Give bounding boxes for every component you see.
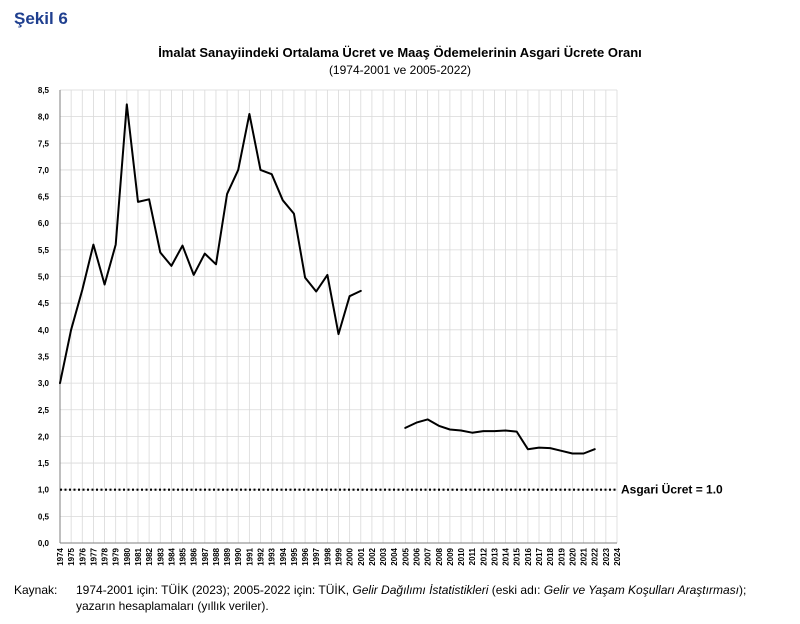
reference-line-group: Asgari Ücret = 1.0	[60, 482, 723, 497]
x-tick-label: 2004	[390, 547, 399, 565]
y-tick-label: 0,0	[38, 539, 50, 548]
y-tick-label: 2,0	[38, 432, 50, 441]
x-tick-label: 2016	[524, 547, 533, 565]
x-tick-label: 1990	[234, 547, 243, 565]
x-tick-label: 1988	[212, 547, 221, 565]
y-tick-label: 8,5	[38, 86, 50, 95]
x-tick-label: 2021	[580, 547, 589, 565]
y-tick-label: 1,5	[38, 459, 50, 468]
x-tick-label: 2003	[379, 547, 388, 565]
chart-title: İmalat Sanayiindeki Ortalama Ücret ve Ma…	[158, 45, 642, 60]
y-tick-label: 7,5	[38, 139, 50, 148]
x-tick-label: 2018	[546, 547, 555, 565]
axes	[59, 90, 617, 544]
x-tick-label: 2024	[613, 547, 622, 565]
x-tick-label: 1984	[167, 547, 176, 565]
x-tick-label: 1982	[145, 547, 154, 565]
x-tick-label: 2011	[468, 547, 477, 565]
x-tick-label: 1993	[268, 547, 277, 565]
x-tick-label: 2017	[535, 547, 544, 565]
x-tick-label: 2015	[513, 547, 522, 565]
line-chart: 0,0 0,5 1,0 1,5 2,0 2,5 3,0 3,5 4,0 4,5 5,0 5,5 6,0 6…	[38, 86, 723, 566]
x-tick-label: 1976	[78, 547, 87, 565]
series-line-2005-2022	[404, 418, 596, 455]
x-tick-label: 2010	[457, 547, 466, 565]
y-tick-labels: 0,0 0,5 1,0 1,5 2,0 2,5 3,0 3,5 4,0 4,5 5,0 5,5 6,0 6…	[38, 86, 50, 548]
x-tick-label: 2009	[446, 547, 455, 565]
source-italic-2: Gelir ve Yaşam Koşulları Araştırması	[543, 583, 739, 597]
y-tick-label: 0,5	[38, 512, 50, 521]
x-tick-label: 1974	[56, 547, 65, 565]
series-line-1974-2001	[59, 103, 362, 385]
x-tick-label: 2000	[346, 547, 355, 565]
x-tick-label: 2023	[602, 547, 611, 565]
x-tick-label: 1978	[101, 547, 110, 565]
y-tick-label: 6,5	[38, 193, 50, 202]
y-tick-label: 5,5	[38, 246, 50, 255]
chart-subtitle: (1974-2001 ve 2005-2022)	[328, 63, 472, 77]
source-text-2: (eski adı:	[488, 583, 544, 597]
x-tick-label: 2002	[368, 547, 377, 565]
x-tick-label: 1981	[134, 547, 143, 565]
y-tick-label: 7,0	[38, 166, 50, 175]
grid-lines	[60, 89, 618, 543]
source-line-2: yazarın hesaplamaları (yıllık veriler).	[76, 599, 269, 613]
data-series	[59, 103, 596, 455]
x-tick-label: 1979	[112, 547, 121, 565]
x-tick-label: 2022	[591, 547, 600, 565]
x-tick-label: 1991	[245, 547, 254, 565]
y-tick-label: 4,0	[38, 326, 50, 335]
x-tick-label: 1985	[179, 547, 188, 565]
source-note: Kaynak: 1974-2001 için: TÜİK (2023); 2005…	[14, 582, 794, 614]
x-tick-label: 1995	[290, 547, 299, 565]
x-tick-label: 1998	[323, 547, 332, 565]
y-tick-label: 3,5	[38, 352, 50, 361]
x-tick-label: 2008	[435, 547, 444, 565]
y-tick-label: 8,0	[38, 113, 50, 122]
x-tick-label: 1992	[257, 547, 266, 565]
y-tick-label: 3,0	[38, 379, 50, 388]
x-tick-label: 2005	[401, 547, 410, 565]
x-tick-label: 2001	[357, 547, 366, 565]
x-tick-label: 1980	[123, 547, 132, 565]
x-tick-label: 2012	[479, 547, 488, 565]
x-tick-label: 1983	[156, 547, 165, 565]
x-tick-label: 1996	[301, 547, 310, 565]
x-tick-label: 1977	[89, 547, 98, 565]
figure-label: Şekil 6	[14, 9, 68, 28]
y-tick-label: 6,0	[38, 219, 50, 228]
x-tick-label: 1997	[312, 547, 321, 565]
source-italic-1: Gelir Dağılımı İstatistikleri	[352, 583, 489, 597]
source-text-3: );	[738, 583, 747, 597]
x-tick-label: 2019	[557, 547, 566, 565]
y-tick-label: 2,5	[38, 406, 50, 415]
y-tick-label: 4,5	[38, 299, 50, 308]
x-tick-label: 2007	[424, 547, 433, 565]
x-tick-label: 1986	[190, 547, 199, 565]
y-tick-label: 1,0	[38, 486, 50, 495]
x-tick-label: 1999	[335, 547, 344, 565]
x-tick-label: 1987	[201, 547, 210, 565]
source-text-1: 1974-2001 için: TÜİK (2023); 2005-2022 i…	[76, 583, 353, 597]
x-tick-label: 2013	[490, 547, 499, 565]
x-tick-label: 1989	[223, 547, 232, 565]
x-tick-label: 2006	[412, 547, 421, 565]
x-tick-label: 2014	[502, 547, 511, 565]
x-tick-label: 1994	[279, 547, 288, 565]
source-label: Kaynak:	[14, 583, 58, 597]
y-tick-label: 5,0	[38, 273, 50, 282]
x-tick-label: 1975	[67, 547, 76, 565]
reference-line-label: Asgari Ücret = 1.0	[621, 482, 723, 497]
x-tick-label: 2020	[568, 547, 577, 565]
x-tick-labels: 1974 1975 1976 1977 1978 1979 1980 1981 1982 1983…	[56, 547, 622, 565]
